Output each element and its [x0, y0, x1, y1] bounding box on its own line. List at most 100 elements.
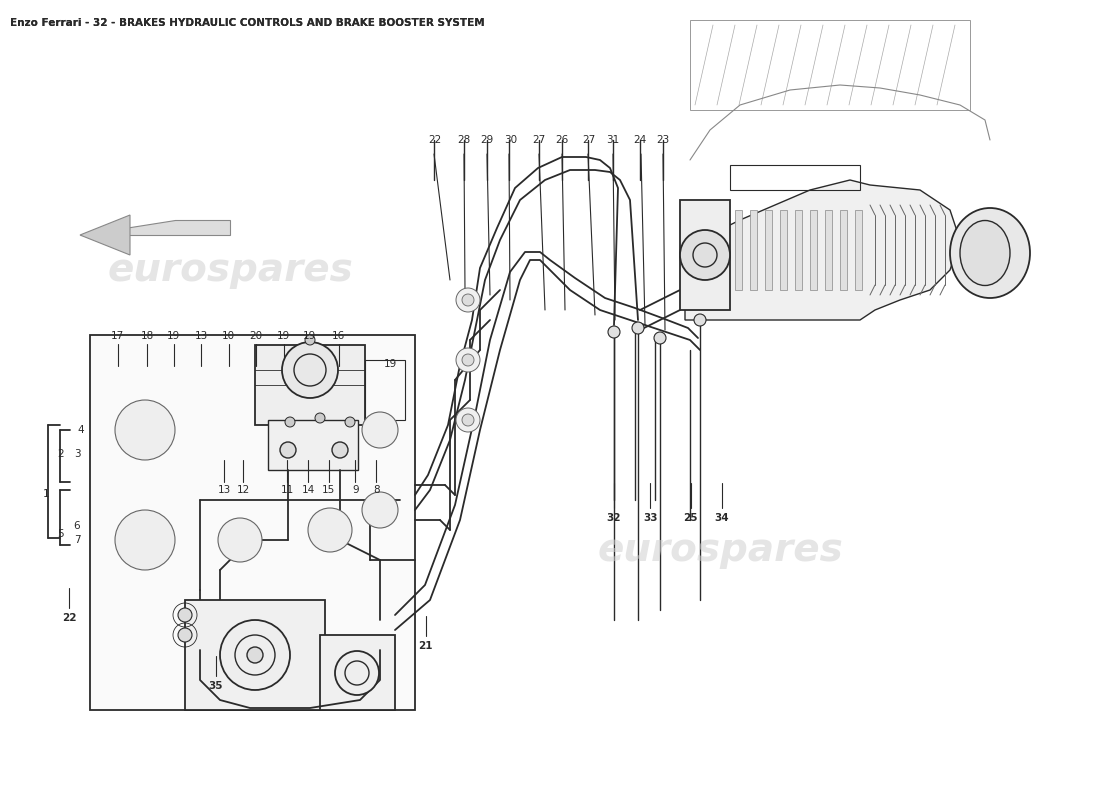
Text: 11: 11: [280, 486, 294, 495]
Bar: [730, 165, 860, 190]
Text: 4: 4: [77, 426, 84, 435]
Circle shape: [178, 608, 192, 622]
Bar: [690, 20, 970, 110]
Polygon shape: [750, 210, 757, 290]
Text: 12: 12: [236, 486, 250, 495]
Circle shape: [305, 335, 315, 345]
Text: 33: 33: [642, 514, 658, 523]
Text: 19: 19: [384, 359, 397, 369]
Text: 16: 16: [332, 331, 345, 341]
Text: 19: 19: [302, 331, 316, 341]
Circle shape: [218, 518, 262, 562]
Text: 27: 27: [532, 135, 546, 145]
Circle shape: [456, 348, 480, 372]
Text: eurospares: eurospares: [597, 531, 843, 569]
Text: 23: 23: [657, 135, 670, 145]
Text: 32: 32: [606, 514, 621, 523]
Circle shape: [462, 294, 474, 306]
Circle shape: [285, 417, 295, 427]
Polygon shape: [705, 210, 712, 290]
Ellipse shape: [960, 221, 1010, 286]
Circle shape: [345, 417, 355, 427]
Text: 27: 27: [582, 135, 595, 145]
Polygon shape: [855, 210, 862, 290]
Text: 14: 14: [301, 486, 315, 495]
Circle shape: [462, 414, 474, 426]
Polygon shape: [780, 210, 786, 290]
Text: 10: 10: [222, 331, 235, 341]
Polygon shape: [840, 210, 847, 290]
Text: 17: 17: [111, 331, 124, 341]
Text: 21: 21: [418, 642, 433, 651]
Circle shape: [315, 413, 324, 423]
Text: 8: 8: [373, 486, 380, 495]
Circle shape: [220, 620, 290, 690]
Text: 9: 9: [352, 486, 359, 495]
Circle shape: [456, 288, 480, 312]
Text: 2: 2: [57, 450, 64, 459]
Circle shape: [608, 326, 620, 338]
Circle shape: [116, 400, 175, 460]
Text: 6: 6: [74, 522, 80, 531]
Circle shape: [462, 354, 474, 366]
Bar: [268, 420, 358, 470]
Circle shape: [456, 408, 480, 432]
Circle shape: [336, 651, 380, 695]
Polygon shape: [80, 215, 130, 255]
Text: 25: 25: [683, 514, 698, 523]
Bar: [320, 635, 395, 710]
Circle shape: [654, 332, 666, 344]
Text: 13: 13: [218, 486, 231, 495]
Circle shape: [248, 647, 263, 663]
Text: 19: 19: [277, 331, 290, 341]
Circle shape: [178, 628, 192, 642]
Bar: [90, 335, 415, 710]
Text: 20: 20: [250, 331, 263, 341]
Polygon shape: [690, 210, 697, 290]
Text: 29: 29: [481, 135, 494, 145]
Bar: [255, 345, 365, 425]
Circle shape: [632, 322, 644, 334]
Polygon shape: [80, 220, 230, 235]
Text: 30: 30: [504, 135, 517, 145]
Circle shape: [694, 314, 706, 326]
Text: 7: 7: [74, 535, 80, 545]
Circle shape: [362, 412, 398, 448]
Circle shape: [282, 342, 338, 398]
Text: 35: 35: [208, 682, 223, 691]
Text: 1: 1: [43, 490, 50, 499]
Bar: [185, 600, 324, 710]
Text: 3: 3: [74, 450, 80, 459]
Polygon shape: [685, 180, 960, 320]
Circle shape: [308, 508, 352, 552]
Circle shape: [332, 442, 348, 458]
Bar: [680, 200, 730, 310]
Polygon shape: [735, 210, 743, 290]
Text: 13: 13: [195, 331, 208, 341]
Circle shape: [362, 492, 398, 528]
Text: 31: 31: [606, 135, 619, 145]
Text: Enzo Ferrari - 32 - BRAKES HYDRAULIC CONTROLS AND BRAKE BOOSTER SYSTEM: Enzo Ferrari - 32 - BRAKES HYDRAULIC CON…: [10, 18, 485, 28]
Circle shape: [680, 230, 730, 280]
Bar: [365, 360, 405, 420]
Ellipse shape: [950, 208, 1030, 298]
Text: 15: 15: [322, 486, 335, 495]
Text: 34: 34: [714, 514, 729, 523]
Polygon shape: [810, 210, 817, 290]
Text: 22: 22: [62, 613, 77, 622]
Text: 28: 28: [458, 135, 471, 145]
Text: eurospares: eurospares: [107, 251, 353, 289]
Circle shape: [116, 510, 175, 570]
Polygon shape: [720, 210, 727, 290]
Text: 19: 19: [167, 331, 180, 341]
Polygon shape: [795, 210, 802, 290]
Text: 18: 18: [141, 331, 154, 341]
Text: 24: 24: [634, 135, 647, 145]
Circle shape: [280, 442, 296, 458]
Polygon shape: [825, 210, 832, 290]
Text: 22: 22: [428, 135, 441, 145]
Text: Enzo Ferrari - 32 - BRAKES HYDRAULIC CONTROLS AND BRAKE BOOSTER SYSTEM: Enzo Ferrari - 32 - BRAKES HYDRAULIC CON…: [10, 18, 485, 28]
Polygon shape: [764, 210, 772, 290]
Text: 5: 5: [57, 530, 64, 539]
Text: 26: 26: [556, 135, 569, 145]
